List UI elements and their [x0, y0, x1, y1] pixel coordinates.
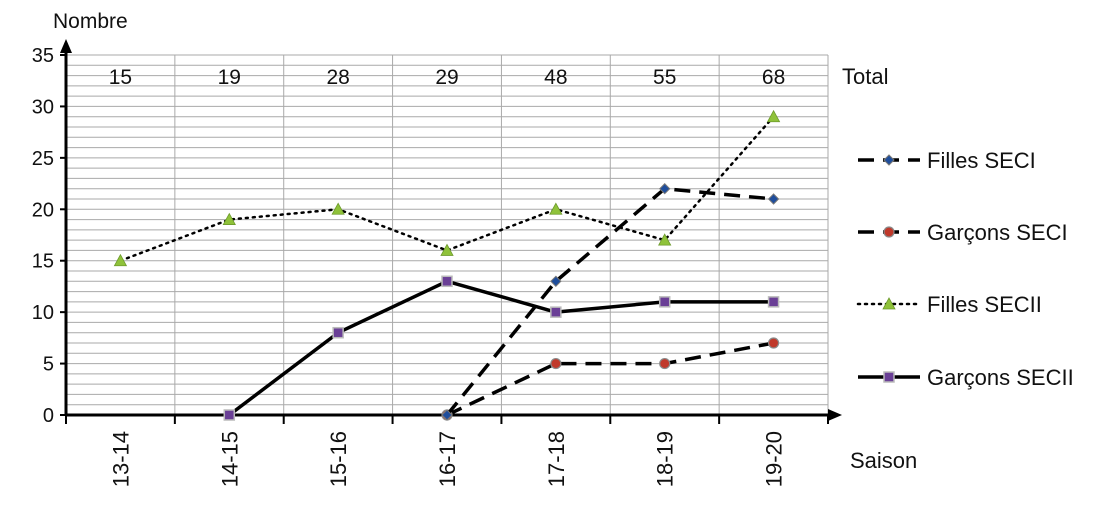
y-tick-label: 25: [32, 148, 54, 170]
y-tick-label: 20: [32, 199, 54, 221]
total-value: 28: [326, 66, 349, 89]
legend-label: Garçons SECII: [927, 365, 1074, 390]
y-axis-arrow: [60, 39, 72, 53]
data-point: [550, 275, 562, 287]
legend-swatch-marker: [883, 226, 895, 238]
x-tick-label: 17-18: [544, 431, 569, 487]
legend-swatch-marker: [883, 154, 895, 166]
total-value: 15: [109, 66, 132, 89]
y-tick-label: 15: [32, 251, 54, 273]
x-tick-label: 15-16: [326, 431, 351, 487]
x-axis-arrow: [828, 409, 842, 421]
total-value: 29: [435, 66, 458, 89]
data-point: [658, 296, 671, 308]
series-filles-secii: [113, 109, 781, 267]
y-tick-label: 0: [43, 405, 54, 427]
series-filles-seci: [441, 183, 780, 421]
data-point: [113, 253, 128, 267]
series-garcons-secii: [223, 275, 780, 421]
legend-item-filles-seci: Filles SECI: [858, 148, 1036, 173]
legend-label: Filles SECI: [927, 148, 1036, 173]
total-row-label: Total: [842, 64, 888, 89]
data-point: [767, 296, 780, 308]
total-value: 48: [544, 66, 567, 89]
legend-label: Garçons SECI: [927, 220, 1068, 245]
data-point: [659, 183, 671, 195]
data-point: [658, 233, 672, 246]
series-line: [446, 341, 774, 417]
legend-item-garcons-seci: Garçons SECI: [858, 220, 1068, 245]
legend: Filles SECI Garçons SECI Filles SECII Garço…: [856, 148, 1074, 390]
axes: Nombre Saison Total 0 5 10 15 20 25 30 35 13-14 1…: [32, 10, 918, 487]
x-tick-label: 16-17: [435, 431, 460, 487]
x-tick-label: 13-14: [108, 431, 133, 487]
data-point: [550, 306, 562, 318]
data-point: [441, 275, 453, 288]
grid-lines: [66, 54, 829, 415]
data-point: [549, 202, 563, 215]
data-point: [222, 212, 236, 225]
data-point: [331, 202, 345, 215]
y-tick-label: 10: [32, 302, 54, 324]
series-line: [445, 186, 774, 417]
total-value: 68: [762, 66, 785, 89]
legend-swatch-marker: [883, 371, 895, 383]
data-point: [659, 357, 671, 370]
data-point: [766, 109, 781, 123]
legend-item-garcons-secii: Garçons SECII: [858, 365, 1074, 390]
y-tick-label: 5: [43, 354, 54, 376]
data-point: [767, 337, 780, 349]
data-point: [550, 357, 562, 370]
data-point: [441, 409, 453, 421]
y-axis-label: Nombre: [53, 10, 128, 33]
y-tick-label: 30: [32, 96, 54, 118]
total-value: 55: [653, 66, 676, 89]
x-tick-label: 14-15: [217, 431, 242, 487]
legend-label: Filles SECII: [927, 292, 1042, 317]
data-point: [440, 243, 454, 256]
data-point: [223, 409, 236, 421]
total-value: 19: [218, 66, 241, 89]
data-point: [332, 326, 344, 339]
series-line: [228, 279, 774, 417]
x-tick-label: 18-19: [653, 431, 678, 487]
legend-item-filles-secii: Filles SECII: [856, 292, 1042, 317]
y-tick-label: 35: [32, 45, 54, 67]
x-tick-label: 19-20: [762, 431, 787, 487]
legend-swatch-marker: [882, 297, 896, 310]
series-lines: [113, 109, 781, 421]
data-point: [767, 193, 780, 205]
x-axis-label: Saison: [850, 448, 917, 473]
